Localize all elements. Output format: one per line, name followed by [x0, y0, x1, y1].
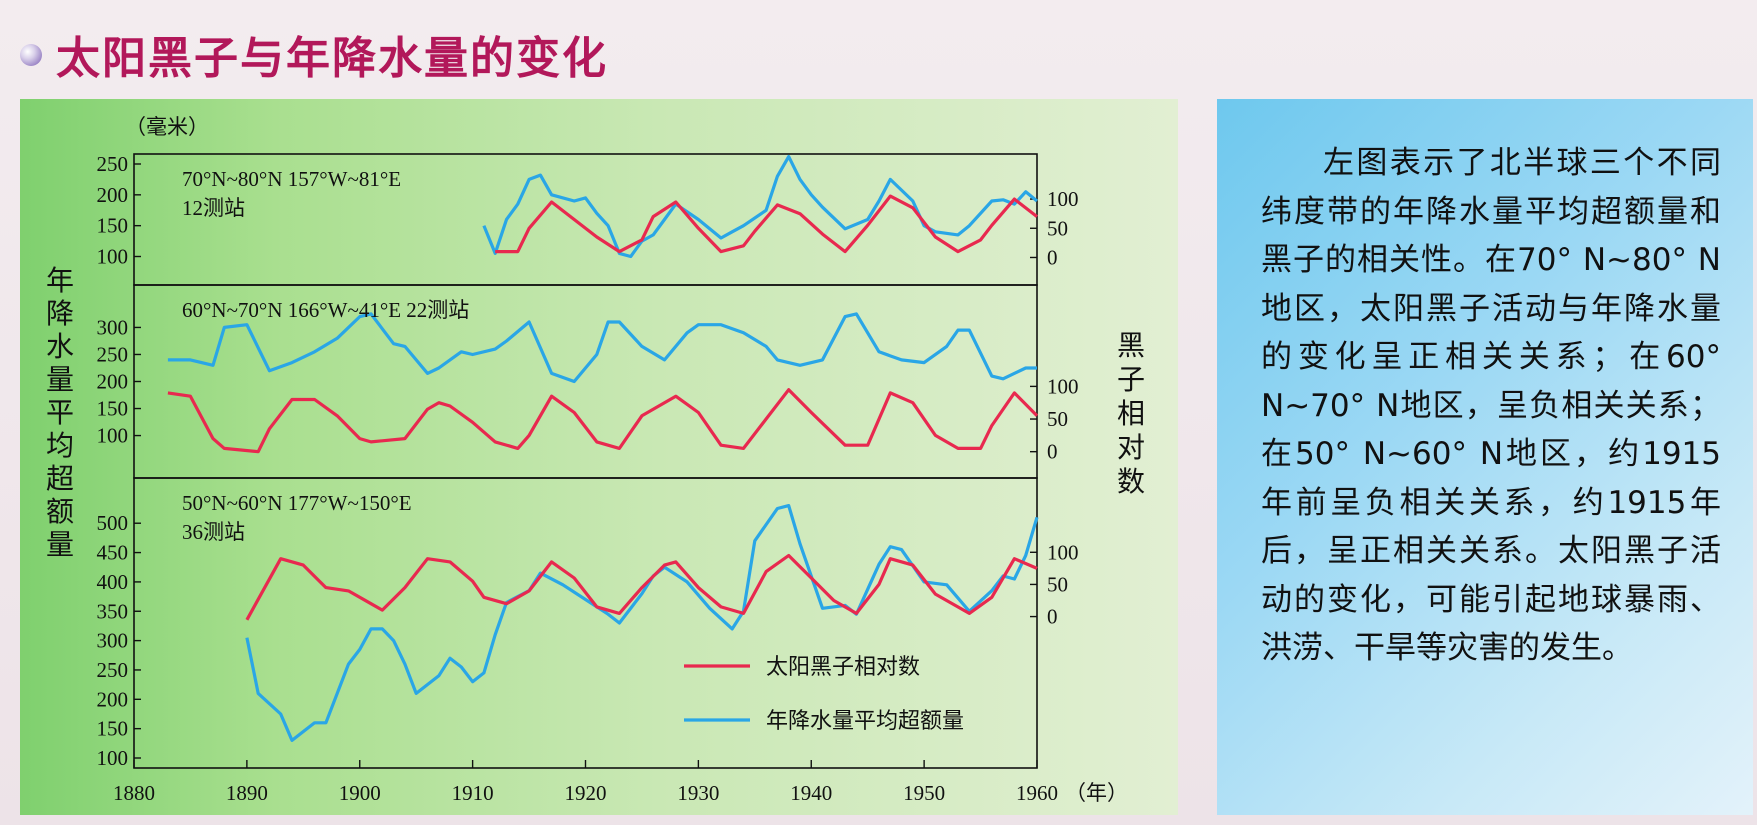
- left-axis-unit: （毫米）: [125, 115, 209, 139]
- left-tick-label: 150: [97, 717, 129, 741]
- precip-line-1: [482, 155, 1039, 259]
- x-axis-unit: （年）: [1065, 781, 1128, 805]
- left-axis-label-char: 年: [46, 264, 74, 297]
- left-axis-label-char: 额: [46, 495, 74, 528]
- right-axis-label-char: 子: [1117, 363, 1145, 396]
- sunspot-line-1: [495, 194, 1038, 254]
- right-axis-label-char: 对: [1117, 431, 1145, 464]
- legend-sunspot-label: 太阳黑子相对数: [766, 655, 920, 680]
- right-tick-label: 100: [1047, 540, 1079, 564]
- left-tick-label: 250: [97, 342, 129, 366]
- right-axis-label-char: 数: [1117, 465, 1145, 498]
- right-tick-label: 50: [1047, 407, 1068, 431]
- x-tick-label: 1960: [1016, 781, 1058, 805]
- left-axis-label-char: 水: [46, 330, 74, 363]
- left-tick-label: 200: [97, 370, 129, 394]
- left-tick-label: 300: [97, 315, 129, 339]
- legend-precip-label: 年降水量平均超额量: [766, 709, 964, 734]
- panel-stations-label: 36测站: [182, 520, 245, 544]
- x-tick-label: 1890: [226, 781, 268, 805]
- precip-line-3: [245, 504, 1039, 743]
- right-tick-label: 0: [1047, 245, 1058, 269]
- sunspot-line-3: [245, 553, 1038, 621]
- right-axis-label-char: 相: [1117, 397, 1145, 430]
- x-tick-label: 1950: [903, 781, 945, 805]
- left-tick-label: 250: [97, 152, 129, 176]
- x-tick-label: 1900: [339, 781, 381, 805]
- left-axis-label-char: 均: [46, 429, 74, 462]
- left-axis-label-char: 量: [46, 363, 74, 396]
- right-axis-label-char: 黑: [1117, 329, 1145, 362]
- left-tick-label: 100: [97, 424, 129, 448]
- precip-line-2: [167, 312, 1037, 384]
- right-tick-label: 50: [1047, 216, 1068, 240]
- bullet-circle-icon: [20, 44, 42, 66]
- left-tick-label: 150: [97, 397, 129, 421]
- page-title: 太阳黑子与年降水量的变化: [56, 33, 608, 84]
- left-tick-label: 200: [97, 687, 129, 711]
- left-tick-label: 100: [97, 245, 129, 269]
- left-axis-label-char: 超: [46, 462, 74, 495]
- panel-region-label: 50°N~60°N 177°W~150°E: [182, 491, 412, 515]
- right-tick-label: 50: [1047, 572, 1068, 596]
- x-tick-label: 1930: [677, 781, 719, 805]
- sunspot-line-2: [167, 388, 1039, 454]
- left-tick-label: 200: [97, 183, 129, 207]
- panel-stations-label: 12测站: [182, 196, 245, 220]
- x-tick-label: 1940: [790, 781, 832, 805]
- left-tick-label: 150: [97, 214, 129, 238]
- left-tick-label: 300: [97, 629, 129, 653]
- left-tick-label: 350: [97, 599, 129, 623]
- description-text: 左图表示了北半球三个不同纬度带的年降水量平均超额量和黑子的相关性。在70° N~…: [1261, 145, 1721, 666]
- left-tick-label: 250: [97, 658, 129, 682]
- left-axis-label-char: 平: [46, 396, 74, 429]
- right-tick-label: 100: [1047, 374, 1079, 398]
- left-tick-label: 400: [97, 570, 129, 594]
- chart-panel: [20, 99, 1178, 815]
- left-tick-label: 450: [97, 541, 129, 565]
- x-tick-label: 1880: [113, 781, 155, 805]
- right-tick-label: 0: [1047, 605, 1058, 629]
- right-tick-label: 0: [1047, 440, 1058, 464]
- panel-region-label: 70°N~80°N 157°W~81°E: [182, 167, 401, 191]
- left-tick-label: 100: [97, 746, 129, 770]
- description-panel: 左图表示了北半球三个不同纬度带的年降水量平均超额量和黑子的相关性。在70° N~…: [1217, 99, 1753, 815]
- x-tick-label: 1920: [565, 781, 607, 805]
- x-tick-label: 1910: [452, 781, 494, 805]
- right-tick-label: 100: [1047, 187, 1079, 211]
- left-axis-label-char: 降: [46, 297, 74, 330]
- left-tick-label: 500: [97, 511, 129, 535]
- panel-region-label: 60°N~70°N 166°W~41°E 22测站: [182, 298, 469, 322]
- left-axis-label-char: 量: [46, 528, 74, 561]
